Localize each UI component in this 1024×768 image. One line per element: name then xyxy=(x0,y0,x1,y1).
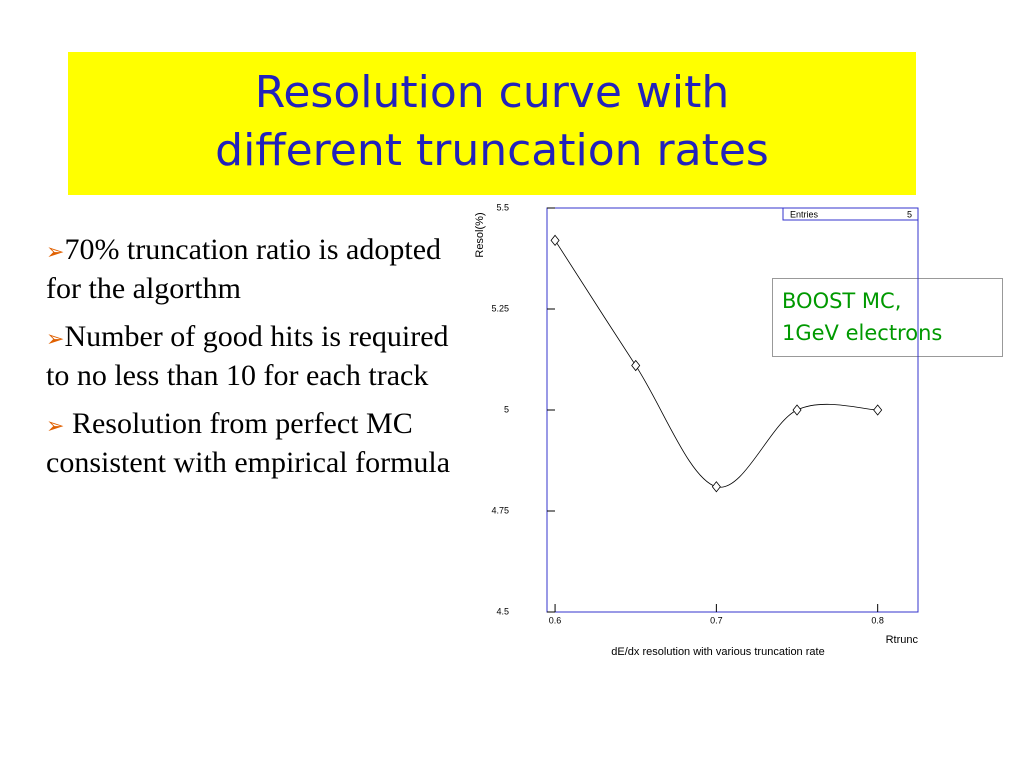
series-line xyxy=(554,240,878,488)
stats-box xyxy=(782,207,919,221)
bullet-arrow: ➢ xyxy=(46,327,65,352)
x-axis-label: Rtrunc xyxy=(886,634,919,646)
title-line: different truncation rates xyxy=(215,125,769,176)
stats-label: Entries xyxy=(790,209,819,219)
x-tick-label: 0.6 xyxy=(549,615,562,625)
note-line: 1GeV electrons xyxy=(782,321,943,345)
plot-frame xyxy=(546,207,919,613)
bullet: ➢Number of good hits is required to no l… xyxy=(46,319,451,394)
chart-caption: dE/dx resolution with various truncation… xyxy=(611,646,824,658)
bullet-text: Number of good hits is required to no le… xyxy=(46,320,449,392)
x-tick-label: 0.7 xyxy=(710,615,723,625)
y-tick-label: 5.5 xyxy=(496,202,509,212)
y-tick-label: 4.5 xyxy=(496,606,509,616)
bullet: ➢70% truncation ratio is adopted for the… xyxy=(46,232,451,307)
slide-title: Resolution curve with different truncati… xyxy=(68,52,916,195)
y-axis-label: Resol(%) xyxy=(474,212,486,257)
x-tick-label: 0.8 xyxy=(871,615,884,625)
y-tick-label: 5.25 xyxy=(491,303,509,313)
bullet-text: Resolution from perfect MC consistent wi… xyxy=(46,407,451,479)
bullet-list: ➢70% truncation ratio is adopted for the… xyxy=(46,232,451,493)
data-point xyxy=(711,481,721,493)
y-tick-label: 5 xyxy=(504,404,509,414)
note-box: BOOST MC, 1GeV electrons xyxy=(772,278,1003,357)
y-tick-label: 4.75 xyxy=(491,505,509,515)
data-point xyxy=(792,404,802,416)
data-point xyxy=(873,404,883,416)
bullet-arrow: ➢ xyxy=(46,414,65,439)
bullet-arrow: ➢ xyxy=(46,240,65,265)
data-point xyxy=(631,359,641,372)
bullet: ➢ Resolution from perfect MC consistent … xyxy=(46,406,451,481)
note-line: BOOST MC, xyxy=(782,289,902,313)
data-point xyxy=(550,234,560,246)
stats-value: 5 xyxy=(907,209,912,219)
title-line: Resolution curve with xyxy=(254,67,730,118)
bullet-text: 70% truncation ratio is adopted for the … xyxy=(46,233,442,305)
